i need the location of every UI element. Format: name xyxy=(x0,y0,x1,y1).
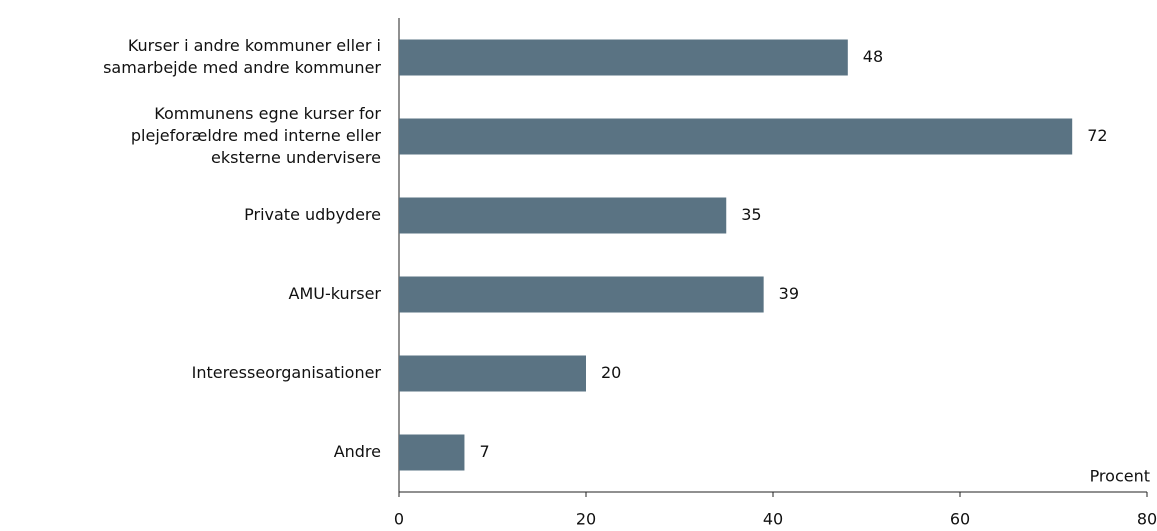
y-tick-label: samarbejde med andre kommuner xyxy=(103,58,381,77)
x-tick-label: 40 xyxy=(763,510,783,529)
value-label: 72 xyxy=(1087,126,1107,145)
bar xyxy=(399,197,727,234)
y-tick-label: plejeforældre med interne eller xyxy=(131,126,382,145)
x-tick-label: 20 xyxy=(576,510,596,529)
bar xyxy=(399,434,465,471)
y-tick-label: Interesseorganisationer xyxy=(192,363,382,382)
value-label: 39 xyxy=(779,284,799,303)
value-label: 7 xyxy=(479,442,489,461)
x-tick-label: 60 xyxy=(950,510,970,529)
y-tick-label: Private udbydere xyxy=(244,205,381,224)
y-tick-label: eksterne undervisere xyxy=(211,148,381,167)
bar xyxy=(399,355,586,392)
value-label: 20 xyxy=(601,363,621,382)
y-tick-label: AMU-kurser xyxy=(289,284,382,303)
y-tick-label: Kommunens egne kurser for xyxy=(154,104,381,123)
y-tick-label: Andre xyxy=(334,442,381,461)
y-tick-label: Kurser i andre kommuner eller i xyxy=(128,36,381,55)
x-tick-label: 80 xyxy=(1137,510,1157,529)
x-axis-label: Procent xyxy=(1090,467,1150,486)
value-label: 35 xyxy=(741,205,761,224)
bar xyxy=(399,39,848,76)
bar xyxy=(399,276,764,313)
value-label: 48 xyxy=(863,47,883,66)
x-tick-label: 0 xyxy=(394,510,404,529)
bar xyxy=(399,118,1073,155)
